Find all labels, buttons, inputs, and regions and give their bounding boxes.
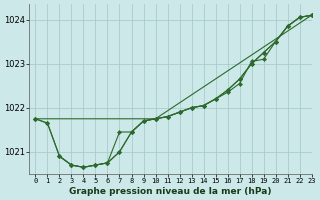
X-axis label: Graphe pression niveau de la mer (hPa): Graphe pression niveau de la mer (hPa) bbox=[69, 187, 272, 196]
